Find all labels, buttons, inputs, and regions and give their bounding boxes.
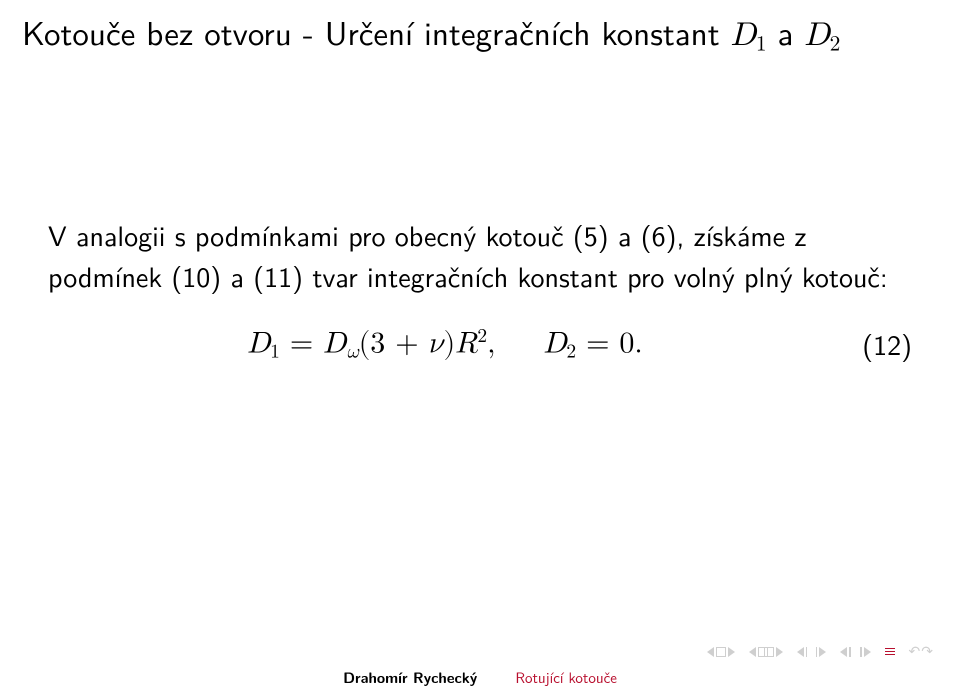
eq-nu: ν — [429, 329, 444, 359]
slide-title: Kotouče bez otvoru - Určení integračních… — [22, 12, 938, 59]
eq-D2-sub: 2 — [566, 342, 576, 362]
nav-subsection[interactable] — [749, 647, 783, 657]
eq-Dw: D — [323, 329, 346, 359]
beamer-nav: ↶↷ — [707, 643, 934, 660]
equation: D1 = Dω(3 + ν)R2,D2 = 0. — [48, 322, 842, 366]
chevron-right-icon — [728, 647, 735, 657]
doc-bar-icon — [849, 647, 862, 657]
chevron-left-icon — [840, 647, 847, 657]
footer-author: Drahomír Rychecký — [343, 667, 477, 688]
menu-icon[interactable] — [885, 648, 895, 655]
eq-D1: D — [247, 329, 270, 359]
title-D2-var: D — [804, 19, 829, 52]
chevron-right-icon — [864, 647, 871, 657]
nav-section[interactable] — [797, 647, 826, 657]
undo-redo-icon[interactable]: ↶↷ — [909, 643, 934, 660]
body-region: V analogii s podmínkami pro obecný kotou… — [48, 215, 912, 366]
chevron-left-icon — [749, 647, 756, 657]
title-D1-sub: 1 — [756, 34, 767, 55]
title-and: a — [767, 8, 805, 56]
eq-D1-sub: 1 — [270, 342, 280, 362]
eq-eq2: = 0. — [576, 329, 643, 359]
eq-comma: , — [487, 329, 495, 359]
double-frame-icon — [758, 647, 774, 657]
nav-frame-back[interactable] — [707, 647, 735, 657]
chevron-right-icon — [819, 647, 826, 657]
body-paragraph: V analogii s podmínkami pro obecný kotou… — [48, 215, 912, 296]
eq-eq1: = — [280, 329, 323, 359]
chevron-left-icon — [797, 647, 804, 657]
equation-row: D1 = Dω(3 + ν)R2,D2 = 0. (12) — [48, 322, 912, 366]
eq-R: R — [455, 329, 477, 359]
title-D1-var: D — [731, 19, 756, 52]
title-text-prefix: Kotouče bez otvoru - Určení integračních… — [22, 8, 731, 56]
footer: Drahomír Rychecký Rotující kotouče — [0, 666, 960, 688]
eq-D2: D — [543, 329, 566, 359]
equation-number: (12) — [842, 324, 912, 365]
chevron-left-icon — [707, 647, 714, 657]
title-D2-sub: 2 — [830, 34, 841, 55]
chevron-right-icon — [776, 647, 783, 657]
eq-omega: ω — [346, 342, 359, 362]
footer-topic: Rotující kotouče — [515, 666, 617, 688]
eq-rpar: ) — [444, 329, 456, 359]
nav-doc[interactable] — [840, 647, 871, 657]
section-bar-icon — [806, 647, 817, 657]
eq-R-sup: 2 — [477, 326, 487, 346]
frame-icon — [716, 647, 726, 657]
eq-lpar: (3 + — [359, 329, 429, 359]
